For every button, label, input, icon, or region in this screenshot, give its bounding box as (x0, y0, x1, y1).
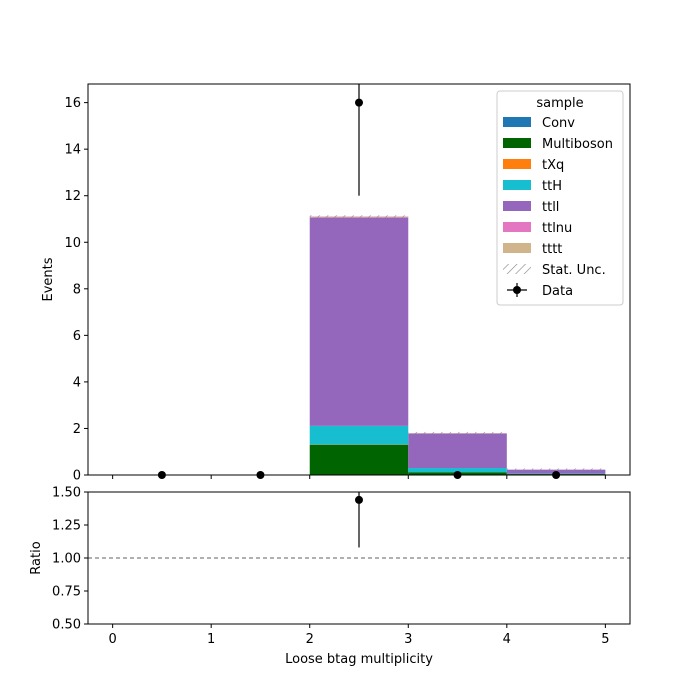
legend-handle-ttll (503, 201, 531, 211)
legend-title: sample (536, 96, 583, 111)
ratio-point (355, 495, 363, 504)
x-axis-label: Loose btag multiplicity (285, 652, 433, 667)
main-axes-frame (87, 83, 631, 476)
legend-label: Conv (542, 116, 575, 131)
legend-handle-tth (503, 180, 531, 190)
ratio-y-tick-label: 1.25 (52, 519, 81, 534)
legend-handle-stat-unc (503, 264, 531, 274)
legend-label: Stat. Unc. (542, 263, 606, 278)
y-tick-label: 12 (64, 189, 81, 204)
bar-tth-bin-3 (408, 468, 507, 473)
legend-handle-txq (503, 159, 531, 169)
ratio-y-tick-label: 0.50 (52, 618, 81, 633)
legend-label: tXq (542, 158, 564, 173)
legend-handle-tttt (503, 243, 531, 253)
y-axis-label: Events (41, 257, 56, 301)
bar-ttll-bin-2 (309, 217, 409, 426)
legend-label: Data (542, 284, 573, 299)
ratio-x-tick-label: 5 (601, 632, 609, 647)
ratio-x-tick-label: 4 (503, 632, 511, 647)
legend-label: Multiboson (542, 137, 613, 152)
ratio-x-tick-label: 1 (207, 632, 215, 647)
legend: sample Conv Multiboson tXq ttH ttll ttlnu tttt S… (496, 90, 624, 306)
legend-label: ttlnu (542, 221, 572, 236)
legend-handle-multiboson (503, 138, 531, 148)
stat-unc-bin-2 (309, 215, 409, 218)
legend-label: ttH (542, 179, 562, 194)
y-tick-label: 14 (64, 143, 81, 158)
y-tick-label: 8 (73, 282, 81, 297)
y-tick-label: 10 (64, 236, 81, 251)
ratio-y-tick-label: 1.50 (52, 486, 81, 501)
y-tick-label: 2 (73, 422, 81, 437)
ratio-x-tick-label: 2 (306, 632, 314, 647)
ratio-y-tick-label: 0.75 (52, 585, 81, 600)
y-tick-label: 16 (64, 96, 81, 111)
main-panel: 0 2 4 6 8 10 12 14 16 Events (41, 83, 631, 484)
ratio-x-tick-label: 0 (108, 632, 116, 647)
legend-handle-data (513, 286, 521, 294)
ratio-x-tick-label: 3 (404, 632, 412, 647)
ratio-y-axis-label: Ratio (29, 541, 44, 574)
legend-handle-ttlnu (503, 222, 531, 232)
bar-ttll-bin-3 (408, 433, 507, 469)
legend-handle-conv (503, 117, 531, 127)
stat-unc-bin-4 (506, 468, 606, 471)
bar-multiboson-bin-2 (309, 444, 409, 475)
y-tick-label: 6 (73, 329, 81, 344)
ratio-panel: 0.50 0.75 1.00 1.25 1.50 0 1 2 3 4 5 Ratio Loose bta… (29, 486, 631, 667)
stat-unc-bin-3 (408, 431, 507, 435)
y-tick-label: 4 (73, 375, 81, 390)
data-point (355, 98, 363, 107)
ratio-y-tick-label: 1.00 (52, 552, 81, 567)
y-tick-label: 0 (73, 469, 81, 484)
bar-tth-bin-2 (309, 425, 409, 445)
legend-label: tttt (542, 242, 562, 257)
legend-label: ttll (542, 200, 559, 215)
